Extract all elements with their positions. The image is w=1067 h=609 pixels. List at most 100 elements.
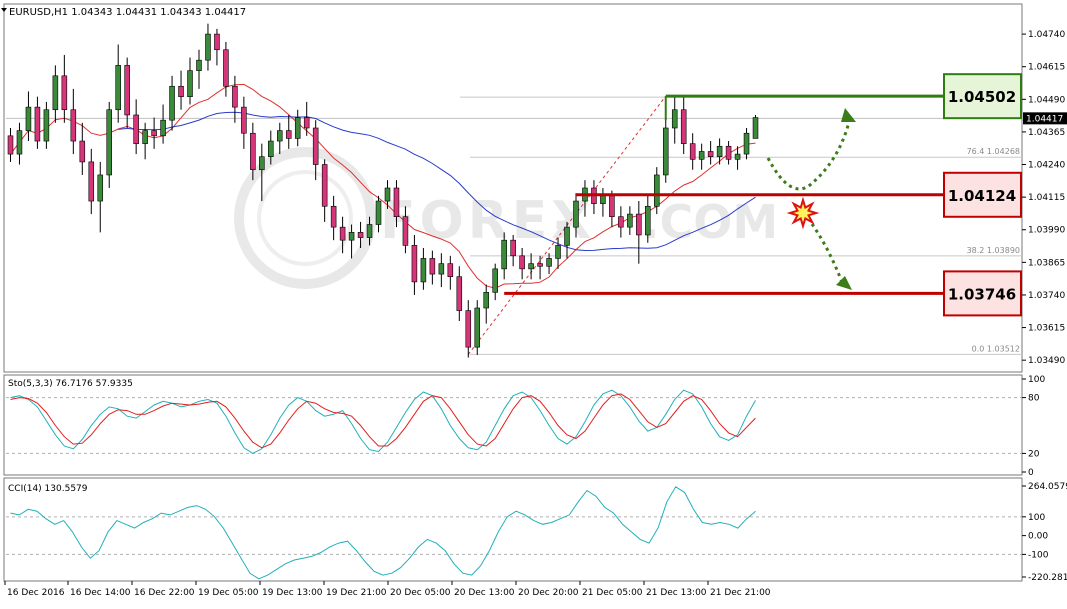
time-axis: 16 Dec 2016 16 Dec 14:00 16 Dec 22:00 19 De… [4, 581, 771, 598]
time-tick-label: 16 Dec 14:00 [70, 588, 131, 598]
time-tick-label: 20 Dec 13:00 [454, 588, 515, 598]
collapse-triangle-icon[interactable] [1, 8, 7, 12]
candle-bull [43, 109, 50, 142]
candle [645, 195, 651, 243]
candle [716, 138, 723, 165]
candle [52, 65, 59, 123]
candle-bull [52, 75, 59, 111]
level-box-label: 1.04124 [948, 187, 1016, 205]
candle [178, 70, 184, 110]
candle [115, 44, 121, 123]
candle [160, 104, 166, 144]
sto-signal-line [10, 393, 756, 449]
candle [348, 224, 355, 259]
candle-bull [169, 85, 175, 121]
cci-tick-label: -100 [1028, 550, 1049, 560]
candle-bull [573, 200, 579, 228]
price-tick-label: 1.03990 [1028, 226, 1065, 236]
candle [106, 101, 112, 188]
candle [662, 117, 669, 183]
stochastic-axis: 100 80 20 0 [1022, 375, 1045, 478]
candle [725, 141, 732, 165]
candle [537, 255, 543, 280]
candle-bull [187, 70, 193, 97]
candle-bull [743, 132, 750, 155]
candle-bull [627, 213, 633, 228]
candle-bear [465, 310, 472, 348]
candle [420, 248, 427, 290]
level-box [943, 73, 1022, 120]
candle-bull [654, 174, 660, 207]
candle-bear [88, 161, 95, 202]
candles [7, 23, 759, 358]
current-price-label: 1.04417 [1026, 114, 1063, 124]
candle [7, 128, 14, 162]
cci-pane: CCI(14) 130.5579 [3, 477, 1023, 582]
candle-bull [294, 117, 301, 139]
price-tick-label: 1.04115 [1028, 193, 1065, 203]
ma-slow-line [118, 111, 756, 252]
candle [169, 75, 175, 131]
candle [393, 180, 400, 228]
candle-bear [636, 213, 642, 236]
svg-text:FOREX: FOREX [380, 191, 595, 251]
candle-bear [519, 255, 525, 270]
fib-level-label: 38.2 1.03890 [967, 246, 1020, 255]
candle-bear [133, 114, 139, 144]
candle [214, 28, 220, 66]
candle-bear [393, 187, 400, 217]
candle-bull [492, 268, 498, 293]
candle-bull [205, 33, 211, 61]
candle [70, 88, 77, 155]
candle [456, 266, 463, 322]
candle [79, 122, 86, 175]
candle-bear [429, 258, 436, 275]
fib-level-label: 76.4 1.04268 [967, 147, 1020, 156]
sto-tick-label: 0 [1028, 468, 1034, 478]
candle [34, 96, 41, 149]
fib-level-label: 0.0 1.03512 [972, 344, 1020, 353]
candle-bull [348, 232, 355, 241]
candle [250, 122, 256, 181]
level-box [943, 171, 1022, 218]
candle-bear [618, 216, 624, 228]
candle-bull [438, 263, 445, 275]
bullish-forecast-arrow [766, 117, 852, 191]
price-tick-label: 1.04490 [1028, 95, 1065, 105]
candle-bull [106, 109, 112, 176]
cci-tick-label: 100 [1028, 513, 1045, 523]
cci-tick-label: -220.2819 [1028, 573, 1067, 583]
bullish-arrow-head-icon [841, 108, 856, 122]
price-tick-label: 1.03865 [1028, 258, 1065, 268]
price-tick-label: 1.04615 [1028, 63, 1065, 73]
candle [465, 300, 472, 358]
candle [438, 253, 445, 288]
candle [97, 161, 104, 233]
candle [752, 114, 759, 139]
candle [285, 114, 292, 149]
candle [232, 75, 238, 123]
candle [447, 255, 454, 290]
candle-bull [645, 205, 651, 236]
candle-bull [734, 153, 741, 160]
candle-bear [680, 109, 687, 144]
candle-bull [483, 292, 489, 309]
candle [573, 193, 579, 238]
candle [528, 253, 534, 280]
time-tick-label: 16 Dec 2016 [7, 588, 65, 598]
candle [402, 206, 409, 254]
bearish-arrow-head-icon [836, 276, 852, 290]
price-axis: 1.04740 1.04615 1.04490 1.04365 1.04240 1.041… [1022, 30, 1065, 366]
candle-bull [25, 106, 32, 131]
candle-bear [402, 216, 409, 246]
candle [142, 122, 148, 160]
candle-bear [70, 109, 77, 142]
candle-bear [510, 239, 516, 257]
candle [187, 57, 193, 105]
candle-bull [546, 258, 552, 267]
time-tick-label: 21 Dec 21:00 [710, 588, 771, 598]
candle [375, 195, 382, 233]
candle [501, 232, 507, 280]
candle-bull [115, 65, 121, 111]
